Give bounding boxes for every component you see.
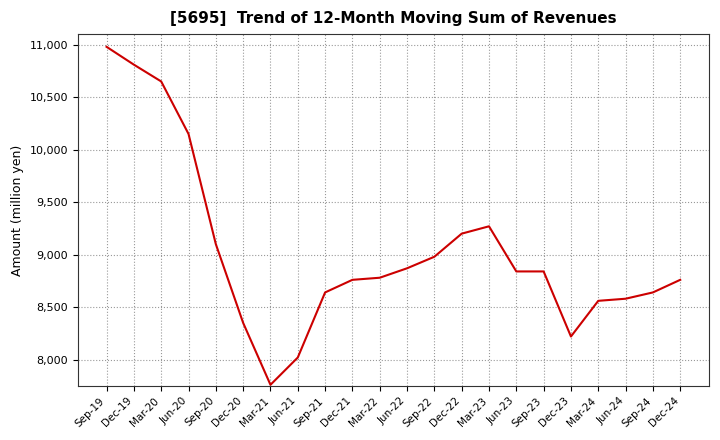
Y-axis label: Amount (million yen): Amount (million yen) bbox=[11, 144, 24, 275]
Title: [5695]  Trend of 12-Month Moving Sum of Revenues: [5695] Trend of 12-Month Moving Sum of R… bbox=[170, 11, 617, 26]
